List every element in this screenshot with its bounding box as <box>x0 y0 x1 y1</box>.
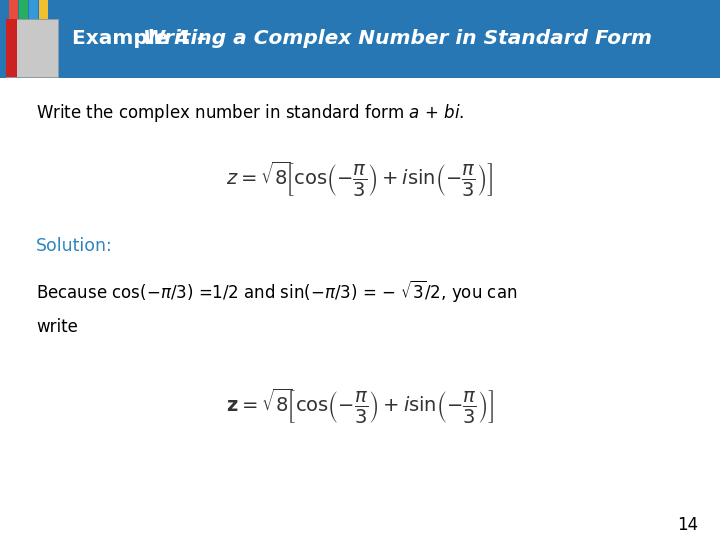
FancyBboxPatch shape <box>0 0 720 78</box>
Text: Because cos($-\pi$/3) =$1/2$ and sin($-\pi$/3) = $-$ $\sqrt{3}/2$, you can: Because cos($-\pi$/3) =$1/2$ and sin($-\… <box>36 278 518 303</box>
Text: $z = \sqrt{8}\!\left[\cos\!\left(-\dfrac{\pi}{3}\right) + i\sin\!\left(-\dfrac{\: $z = \sqrt{8}\!\left[\cos\!\left(-\dfrac… <box>226 160 494 199</box>
FancyBboxPatch shape <box>39 0 48 19</box>
FancyBboxPatch shape <box>6 19 17 77</box>
FancyBboxPatch shape <box>29 0 38 19</box>
Text: Write the complex number in standard form $a$ + $bi$.: Write the complex number in standard for… <box>36 103 464 124</box>
Text: Solution:: Solution: <box>36 237 113 255</box>
FancyBboxPatch shape <box>19 0 28 19</box>
Text: 14: 14 <box>678 516 698 534</box>
FancyBboxPatch shape <box>9 0 18 19</box>
Text: write: write <box>36 318 78 336</box>
Text: $\mathbf{z} = \sqrt{8}\!\left[\cos\!\left(-\dfrac{\pi}{3}\right) + i\sin\!\left(: $\mathbf{z} = \sqrt{8}\!\left[\cos\!\lef… <box>226 387 494 426</box>
Text: Example 4 –: Example 4 – <box>72 29 214 49</box>
FancyBboxPatch shape <box>6 19 58 77</box>
Text: Writing a Complex Number in Standard Form: Writing a Complex Number in Standard For… <box>143 29 652 49</box>
